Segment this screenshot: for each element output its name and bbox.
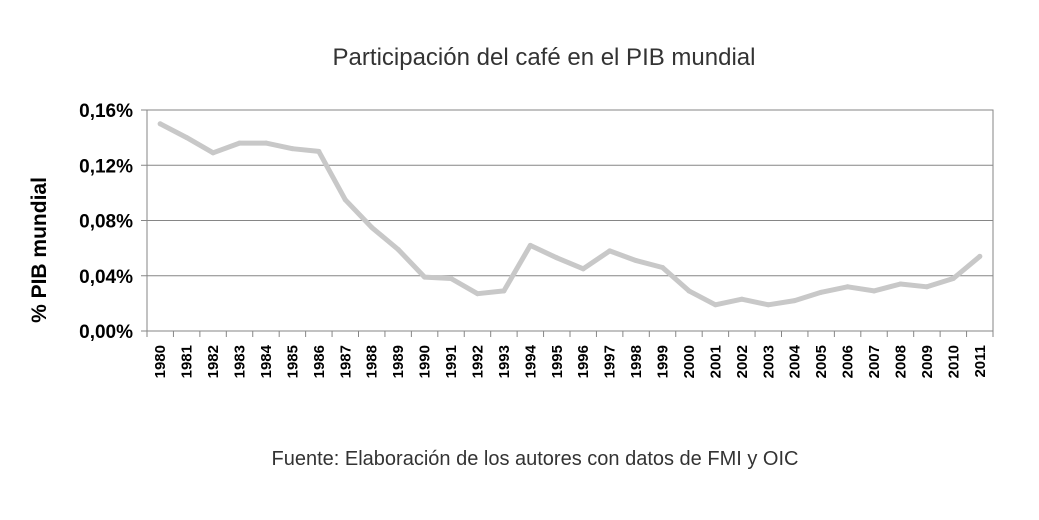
data-point <box>950 276 956 282</box>
x-tick-label: 2008 <box>892 345 909 378</box>
x-tick-label: 2000 <box>681 345 698 378</box>
data-point <box>818 289 824 295</box>
x-tick-label: 1993 <box>496 345 513 378</box>
x-tick-label: 2006 <box>840 345 857 378</box>
y-tick-label: 0,08% <box>79 212 133 233</box>
data-point <box>580 266 586 272</box>
data-point <box>871 288 877 294</box>
data-point <box>395 247 401 253</box>
data-point <box>342 197 348 203</box>
source-note: Fuente: Elaboración de los autores con d… <box>271 448 799 470</box>
data-point <box>686 288 692 294</box>
x-tick-label: 2001 <box>707 345 724 378</box>
series-layer <box>157 121 983 308</box>
x-tick-label: 1992 <box>469 345 486 378</box>
y-tick-label: 0,00% <box>79 322 133 343</box>
x-tick-label: 1980 <box>152 345 169 378</box>
data-point <box>448 276 454 282</box>
x-axis-ticks: 1980 1981 1982 1983 1984 1985 1986 1987 1988 1989… <box>146 331 994 378</box>
x-tick-label: 1982 <box>205 345 222 378</box>
y-tick-label: 0,04% <box>79 267 133 288</box>
data-point <box>237 140 243 146</box>
data-point <box>977 253 983 259</box>
x-tick-label: 1996 <box>575 345 592 378</box>
data-point <box>739 296 745 302</box>
data-point <box>210 150 216 156</box>
x-tick-label: 1988 <box>364 345 381 378</box>
data-point <box>289 146 295 152</box>
x-tick-label: 1991 <box>443 345 460 378</box>
data-point <box>924 284 930 290</box>
y-axis-ticks: 0,00% 0,04% 0,08% 0,12% 0,16% <box>79 101 147 343</box>
series-line <box>157 121 983 308</box>
x-tick-label: 2002 <box>734 345 751 378</box>
x-tick-label: 1995 <box>549 345 566 378</box>
x-tick-label: 1989 <box>390 345 407 378</box>
data-point <box>527 242 533 248</box>
x-tick-label: 1990 <box>417 345 434 378</box>
x-tick-label: 2003 <box>760 345 777 378</box>
data-point <box>501 288 507 294</box>
y-tick-label: 0,12% <box>79 156 133 177</box>
x-tick-label: 1983 <box>232 345 249 378</box>
y-tick-label: 0,16% <box>79 101 133 122</box>
x-tick-label: 1984 <box>258 344 275 378</box>
x-tick-label: 1997 <box>602 345 619 378</box>
data-point <box>263 140 269 146</box>
x-tick-label: 2009 <box>919 345 936 378</box>
data-point <box>422 274 428 280</box>
data-point <box>184 135 190 141</box>
x-tick-label: 1999 <box>655 345 672 378</box>
data-point <box>554 255 560 261</box>
data-point <box>660 264 666 270</box>
data-point <box>765 302 771 308</box>
x-tick-label: 2005 <box>813 345 830 378</box>
grid-lines <box>147 164 993 277</box>
x-tick-label: 1998 <box>628 345 645 378</box>
data-point <box>845 284 851 290</box>
x-tick-label: 1987 <box>337 345 354 378</box>
x-tick-label: 1986 <box>311 345 328 378</box>
data-point <box>474 291 480 297</box>
x-tick-label: 1981 <box>179 345 196 378</box>
data-point <box>897 281 903 287</box>
chart-title: Participación del café en el PIB mundial <box>332 44 756 71</box>
data-point <box>712 302 718 308</box>
data-point <box>316 148 322 154</box>
x-tick-label: 2011 <box>972 345 989 378</box>
data-point <box>607 248 613 254</box>
x-tick-label: 1994 <box>522 344 539 378</box>
x-tick-label: 2007 <box>866 345 883 378</box>
data-point <box>157 121 163 127</box>
x-tick-label: 1985 <box>284 345 301 378</box>
x-tick-label: 2004 <box>787 344 804 378</box>
data-point <box>633 258 639 264</box>
x-tick-label: 2010 <box>945 345 962 378</box>
data-point <box>369 224 375 230</box>
data-point <box>792 298 798 304</box>
